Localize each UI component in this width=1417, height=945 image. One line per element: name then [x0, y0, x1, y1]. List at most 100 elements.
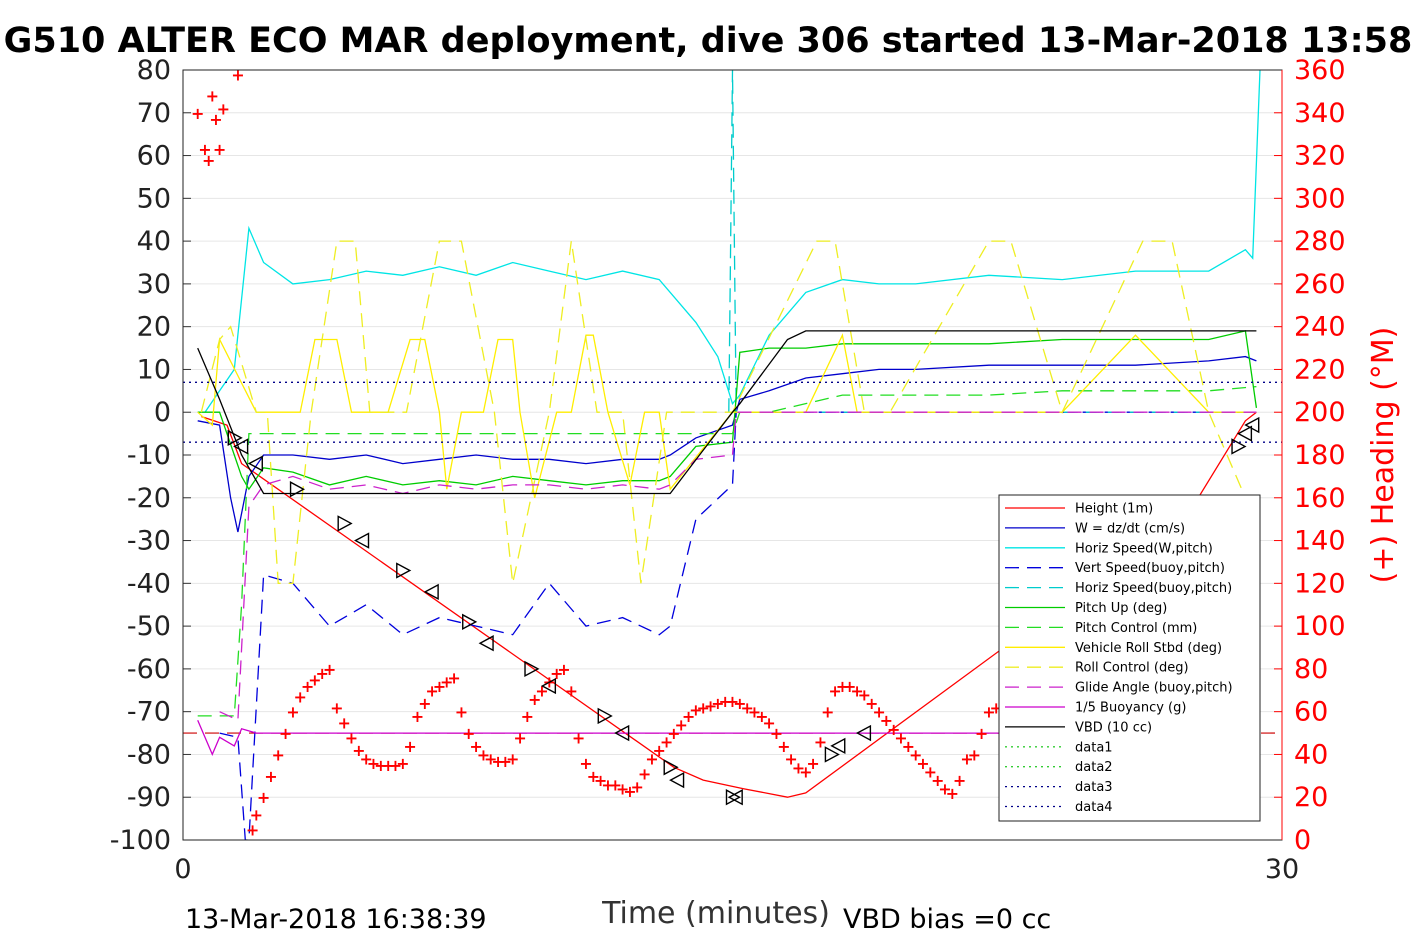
y-right-tick-label: 100 — [1294, 611, 1346, 642]
heading-point: + — [557, 660, 570, 679]
heading-point: + — [916, 754, 929, 773]
heading-point: + — [213, 140, 226, 159]
series-group: ++++++++++++++++++++++++++++++++++++++++… — [183, 70, 1282, 840]
heading-point: + — [946, 784, 959, 803]
heading-point: + — [682, 707, 695, 726]
heading-point: + — [814, 733, 827, 752]
heading-point: + — [513, 728, 526, 747]
heading-point: + — [755, 707, 768, 726]
heading-point: + — [572, 728, 585, 747]
heading-point: + — [653, 741, 666, 760]
heading-point: + — [477, 745, 490, 764]
legend: Height (1m) W = dz/dt (cm/s) Horiz Speed(W… — [998, 494, 1261, 822]
heading-point: + — [396, 754, 409, 773]
y-tick-label: 40 — [137, 226, 171, 257]
heading-point: + — [374, 756, 387, 775]
legend-entry: Pitch Control (mm) — [1075, 621, 1197, 636]
y-right-tick-label: 300 — [1294, 183, 1346, 214]
series-line-6 — [197, 385, 1257, 717]
heading-point: + — [579, 754, 592, 773]
legend-entry: Vehicle Roll Stbd (deg) — [1075, 641, 1222, 656]
heading-point: + — [535, 681, 548, 700]
heading-point: + — [418, 694, 431, 713]
y-tick-label: -100 — [110, 825, 171, 856]
heading-point: + — [799, 763, 812, 782]
heading-point: + — [491, 752, 504, 771]
legend-entry: Horiz Speed(W,pitch) — [1075, 541, 1213, 556]
triangle-right-marker — [1231, 438, 1247, 455]
heading-point: + — [528, 690, 541, 709]
heading-point: + — [550, 664, 563, 683]
heading-point: + — [198, 140, 211, 159]
y-right-tick-label: 120 — [1294, 568, 1346, 599]
heading-point: + — [638, 765, 651, 784]
triangle-left-marker — [614, 724, 630, 742]
heading-point: + — [462, 724, 475, 743]
legend-entry: Height (1m) — [1075, 502, 1153, 517]
heading-point: + — [623, 782, 636, 801]
heading-point: + — [367, 754, 380, 773]
triangle-right-marker — [462, 613, 478, 631]
heading-point: + — [209, 110, 222, 129]
y-tick-label: -50 — [127, 611, 171, 642]
footer-vbd-bias: VBD bias =0 cc — [843, 904, 1051, 935]
heading-point: + — [982, 703, 995, 722]
heading-point: + — [938, 780, 951, 799]
footer-timestamp: 13-Mar-2018 16:38:39 — [185, 904, 487, 935]
triangle-left-marker — [354, 532, 370, 549]
triangle-left-marker — [830, 737, 846, 755]
legend-entry: data2 — [1075, 760, 1113, 775]
triangle-right-marker — [597, 707, 613, 725]
series-line-10 — [197, 719, 1257, 757]
heading-point: + — [865, 694, 878, 713]
heading-point: + — [660, 733, 673, 752]
heading-point: + — [762, 713, 775, 732]
heading-point: + — [909, 745, 922, 764]
heading-point: + — [836, 677, 849, 696]
heading-point: + — [352, 741, 365, 760]
heading-point: + — [953, 771, 966, 790]
heading-point: + — [381, 756, 394, 775]
heading-point: + — [316, 664, 329, 683]
legend-entry: 1/5 Buoyancy (g) — [1075, 701, 1186, 716]
plot-area: ++++++++++++++++++++++++++++++++++++++++… — [183, 70, 1282, 840]
heading-point: + — [594, 771, 607, 790]
heading-point: + — [960, 750, 973, 769]
right-axis-label: (+) Heading (°M) — [1366, 327, 1401, 584]
series-line-9 — [219, 411, 1257, 722]
y-right-tick-label: 320 — [1294, 141, 1346, 172]
heading-point: + — [484, 750, 497, 769]
heading-point: + — [337, 713, 350, 732]
legend-entry: Horiz Speed(buoy,pitch) — [1075, 581, 1232, 596]
y-tick-label: 80 — [137, 55, 171, 86]
heading-point: + — [821, 703, 834, 722]
triangle-right-marker — [227, 429, 243, 447]
series-line-2 — [204, 70, 1261, 413]
legend-entry: Roll Control (deg) — [1075, 661, 1189, 676]
y-tick-label: -80 — [127, 739, 171, 770]
triangle-left-marker — [540, 677, 557, 695]
y-right-tick-label: 200 — [1294, 397, 1346, 428]
heading-point: + — [301, 677, 314, 696]
triangle-right-marker — [337, 515, 353, 532]
axes: 80706050403020100-10-20-30-40-50-60-70-8… — [110, 55, 1346, 885]
heading-point: + — [506, 750, 519, 769]
heading-point: + — [740, 698, 753, 717]
y-tick-label: 70 — [137, 98, 171, 129]
heading-point: + — [425, 681, 438, 700]
heading-point: + — [975, 724, 988, 743]
heading-point: + — [894, 728, 907, 747]
series-line-11 — [197, 330, 1257, 495]
heading-point: + — [206, 87, 219, 106]
heading-point: + — [858, 686, 871, 705]
heading-point: + — [704, 696, 717, 715]
y-tick-label: -60 — [127, 654, 171, 685]
heading-point: + — [667, 724, 680, 743]
heading-point: + — [272, 745, 285, 764]
heading-point: + — [345, 728, 358, 747]
chart-title: G510 ALTER ECO MAR deployment, dive 306 … — [4, 21, 1413, 61]
heading-point: + — [631, 778, 644, 797]
series-line-0 — [201, 411, 1257, 798]
heading-point: + — [250, 805, 263, 824]
heading-point: + — [689, 701, 702, 720]
